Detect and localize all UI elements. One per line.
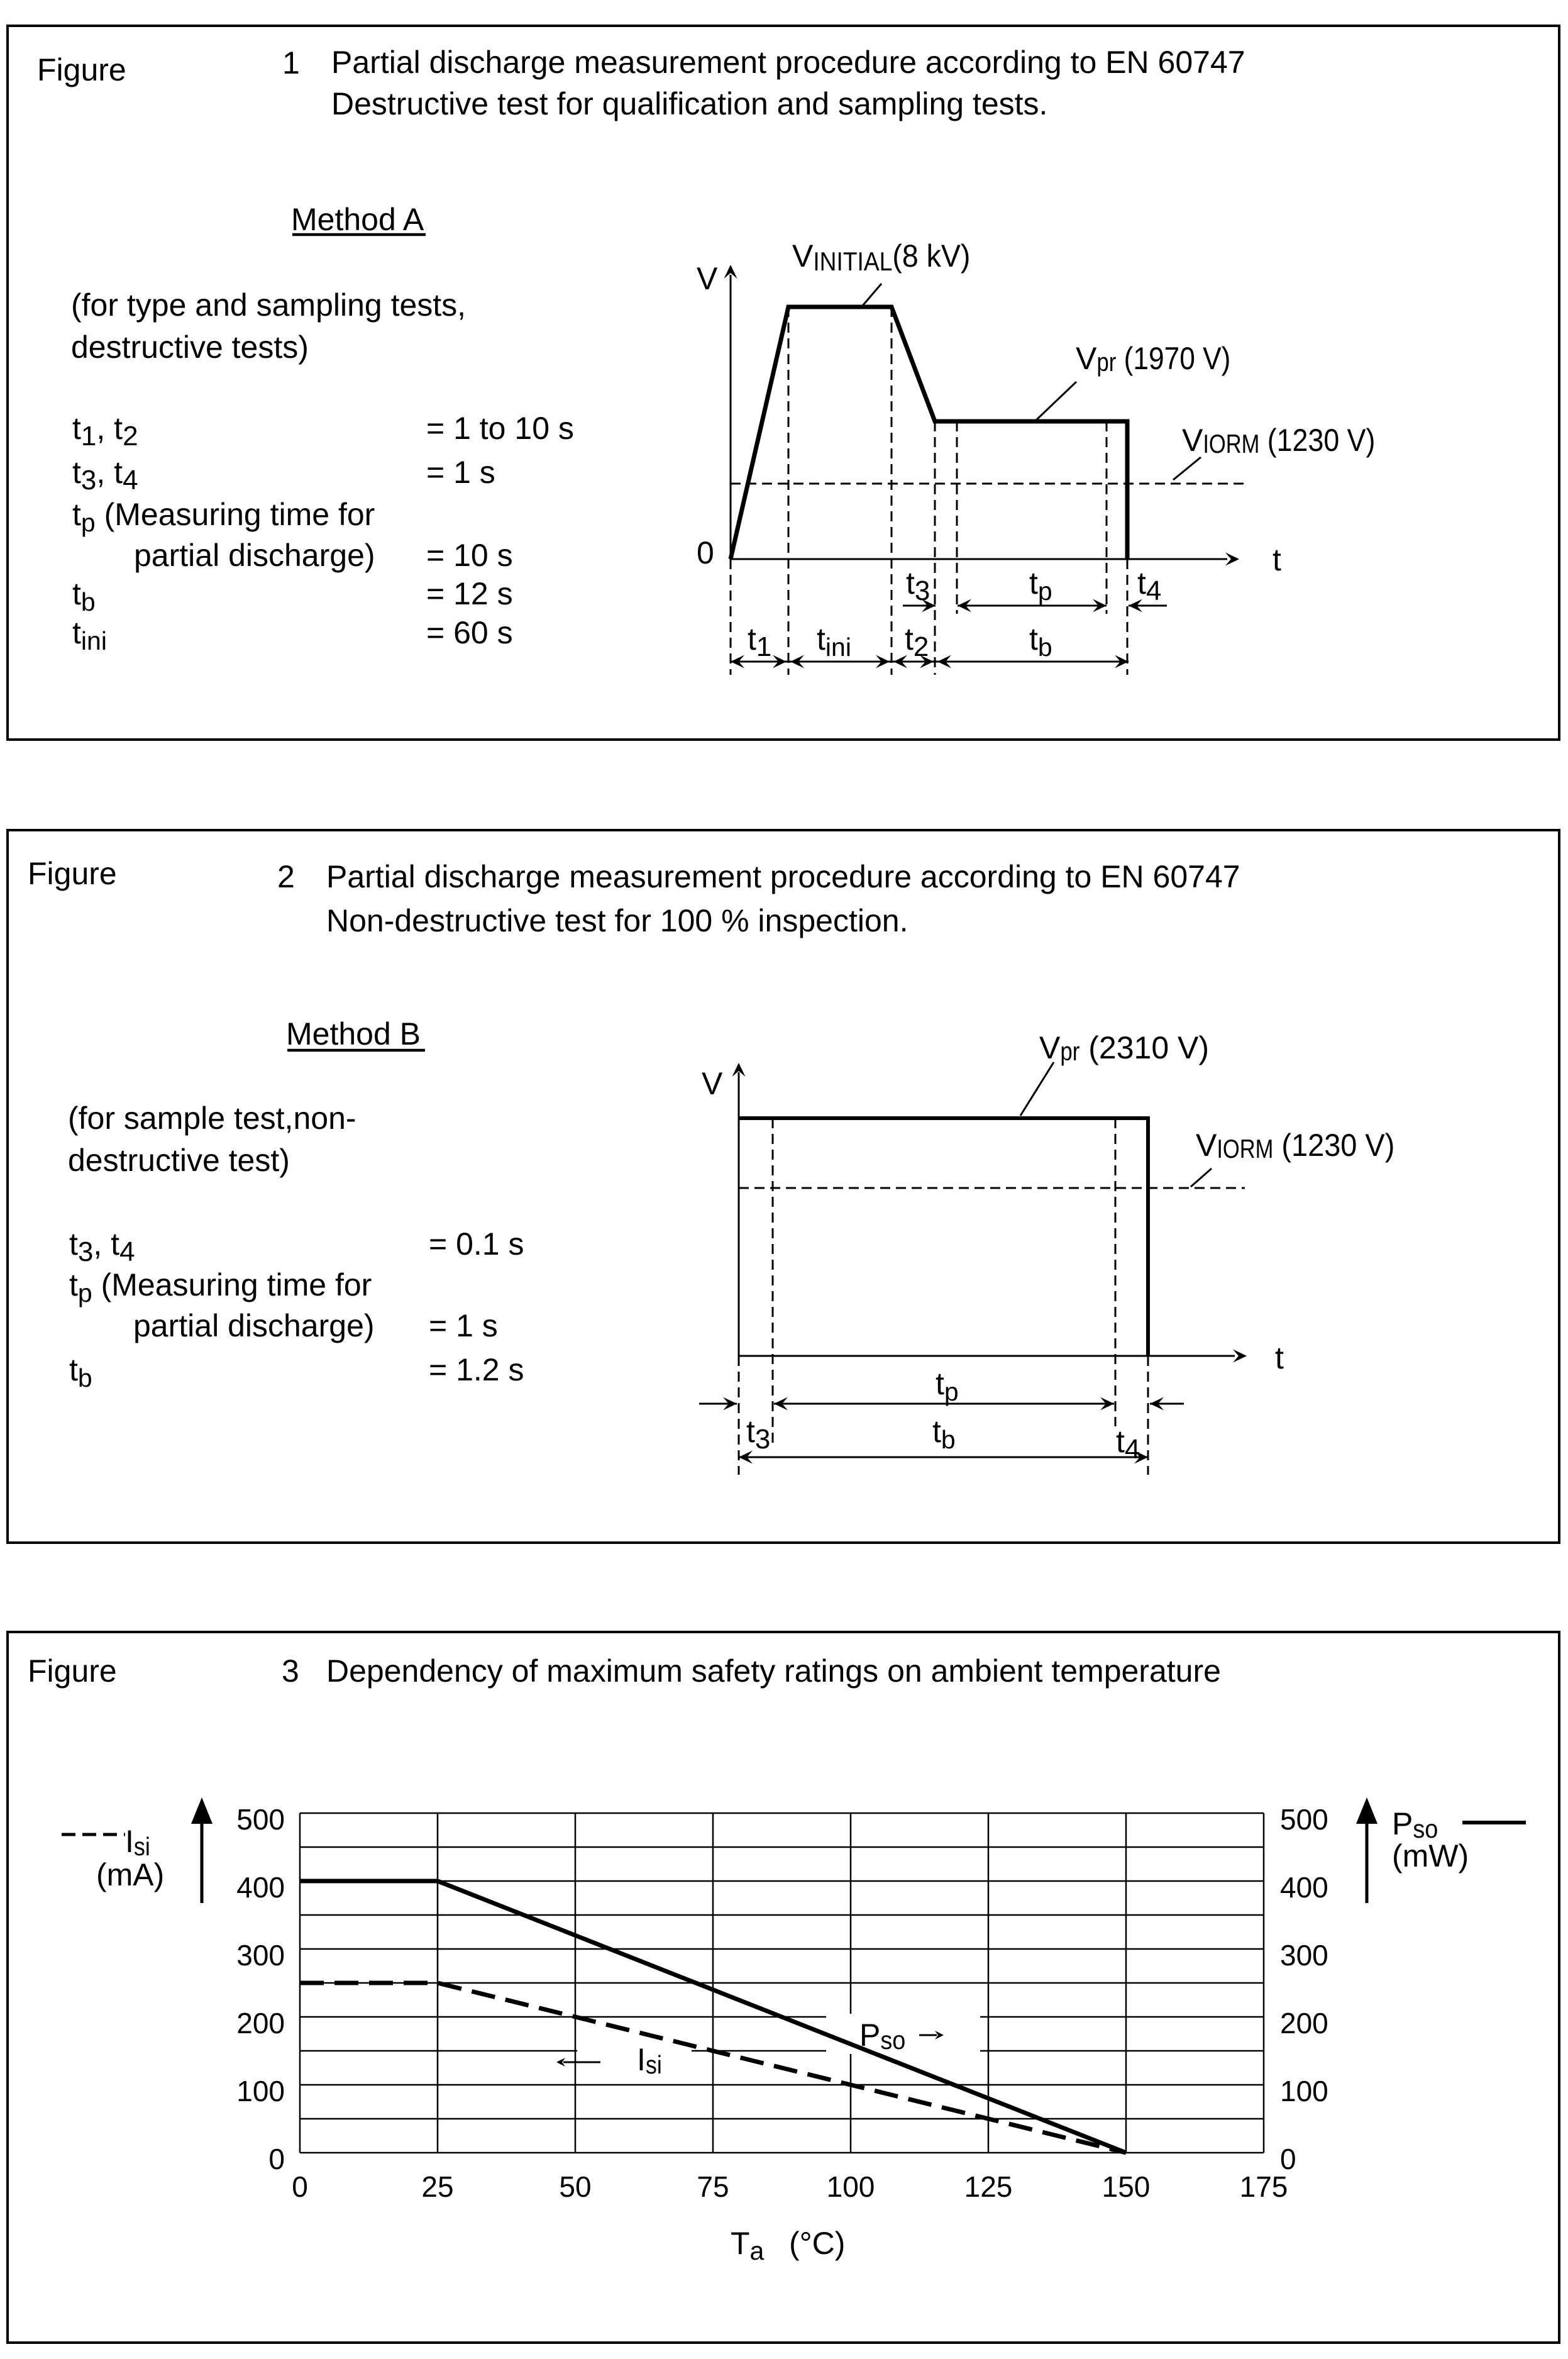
svg-text:V: V [697,261,718,296]
svg-text:1: 1 [282,45,300,80]
svg-text:partial discharge): partial discharge) [134,538,375,573]
svg-text:(mA): (mA) [96,1857,164,1892]
svg-text:(for type and sampling tests,: (for type and sampling tests, [71,287,466,323]
svg-text:= 0.1 s: = 0.1 s [429,1226,524,1262]
svg-text:150: 150 [1102,2170,1151,2203]
svg-text:t1, t2: t1, t2 [72,411,138,452]
svg-text:100: 100 [827,2170,875,2203]
svg-text:0: 0 [1280,2143,1296,2175]
svg-text:Partial discharge measurement: Partial discharge measurement procedure … [326,859,1240,894]
svg-text:200: 200 [1280,2007,1328,2040]
svg-text:Ta: Ta [731,2226,765,2265]
svg-text:500: 500 [236,1803,285,1836]
svg-text:tp: tp [1029,565,1052,606]
svg-text:= 10 s: = 10 s [426,538,513,573]
svg-text:partial discharge): partial discharge) [133,1308,375,1343]
svg-text:t3, t4: t3, t4 [69,1226,135,1267]
svg-text:Figure: Figure [28,856,117,891]
svg-text:tb: tb [1029,621,1052,662]
svg-text:25: 25 [421,2170,453,2203]
svg-text:400: 400 [1280,1871,1328,1904]
svg-text:100: 100 [1280,2075,1328,2107]
svg-text:200: 200 [236,2007,285,2040]
svg-text:Method A: Method A [291,202,424,237]
svg-text:VIORM (1230 V): VIORM (1230 V) [1196,1128,1394,1163]
svg-text:tp (Measuring time for: tp (Measuring time for [69,1267,372,1307]
svg-text:tini: tini [817,621,851,662]
svg-text:Partial discharge measurement: Partial discharge measurement procedure … [331,45,1245,80]
svg-text:100: 100 [236,2075,285,2107]
svg-text:0: 0 [292,2170,308,2203]
svg-text:t3: t3 [906,565,930,606]
svg-text:= 1.2 s: = 1.2 s [429,1352,524,1387]
svg-text:= 1 s: = 1 s [429,1308,498,1343]
svg-text:125: 125 [964,2170,1013,2203]
svg-text:400: 400 [236,1871,285,1904]
svg-text:Figure: Figure [37,52,126,87]
svg-text:t3, t4: t3, t4 [72,455,138,496]
svg-text:tini: tini [72,615,107,655]
svg-text:Non-destructive test for 100 %: Non-destructive test for 100 % inspectio… [326,903,908,938]
svg-text:VIORM (1230 V): VIORM (1230 V) [1182,423,1375,458]
svg-text:0: 0 [268,2143,285,2175]
svg-text:tp (Measuring time for: tp (Measuring time for [72,497,375,537]
svg-text:V: V [702,1066,723,1101]
svg-text:t1: t1 [748,621,771,662]
svg-text:= 12 s: = 12 s [426,576,513,611]
svg-text:destructive test): destructive test) [68,1143,290,1178]
svg-text:= 1 to 10 s: = 1 to 10 s [426,411,574,446]
svg-text:tb: tb [932,1414,956,1454]
svg-text:tb: tb [69,1352,92,1392]
svg-text:(for sample test,non-: (for sample test,non- [68,1101,356,1136]
svg-text:75: 75 [697,2170,729,2203]
svg-text:t: t [1275,1340,1284,1375]
svg-text:Method B: Method B [286,1016,421,1052]
svg-text:300: 300 [1280,1939,1328,1972]
svg-text:Figure: Figure [28,1653,117,1689]
svg-text:Destructive test for qualifica: Destructive test for qualification and s… [331,86,1047,121]
svg-text:Vpr (2310 V): Vpr (2310 V) [1039,1030,1209,1066]
svg-text:Vpr (1970 V): Vpr (1970 V) [1076,341,1230,377]
svg-text:t4: t4 [1116,1424,1140,1465]
svg-text:t3: t3 [746,1414,770,1455]
svg-text:500: 500 [1280,1803,1328,1836]
svg-text:50: 50 [559,2170,591,2203]
svg-text:3: 3 [282,1653,299,1689]
svg-text:Isi: Isi [125,1824,150,1861]
svg-text:(mW): (mW) [1392,1838,1469,1873]
svg-text:175: 175 [1240,2170,1288,2203]
svg-text:300: 300 [236,1939,285,1972]
svg-text:Dependency of maximum safety r: Dependency of maximum safety ratings on … [326,1653,1221,1689]
svg-text:t4: t4 [1137,565,1161,606]
svg-text:= 1 s: = 1 s [426,455,495,490]
svg-text:= 60 s: = 60 s [426,615,513,650]
svg-text:tb: tb [72,576,96,616]
svg-text:t2: t2 [905,621,929,662]
svg-text:2: 2 [277,859,295,894]
svg-text:(°C): (°C) [789,2226,845,2261]
svg-text:0: 0 [697,535,714,570]
svg-text:destructive tests): destructive tests) [71,330,309,365]
svg-text:VINITIAL(8 kV): VINITIAL(8 kV) [792,238,970,276]
svg-text:t: t [1273,542,1281,577]
svg-text:tp: tp [936,1366,959,1406]
